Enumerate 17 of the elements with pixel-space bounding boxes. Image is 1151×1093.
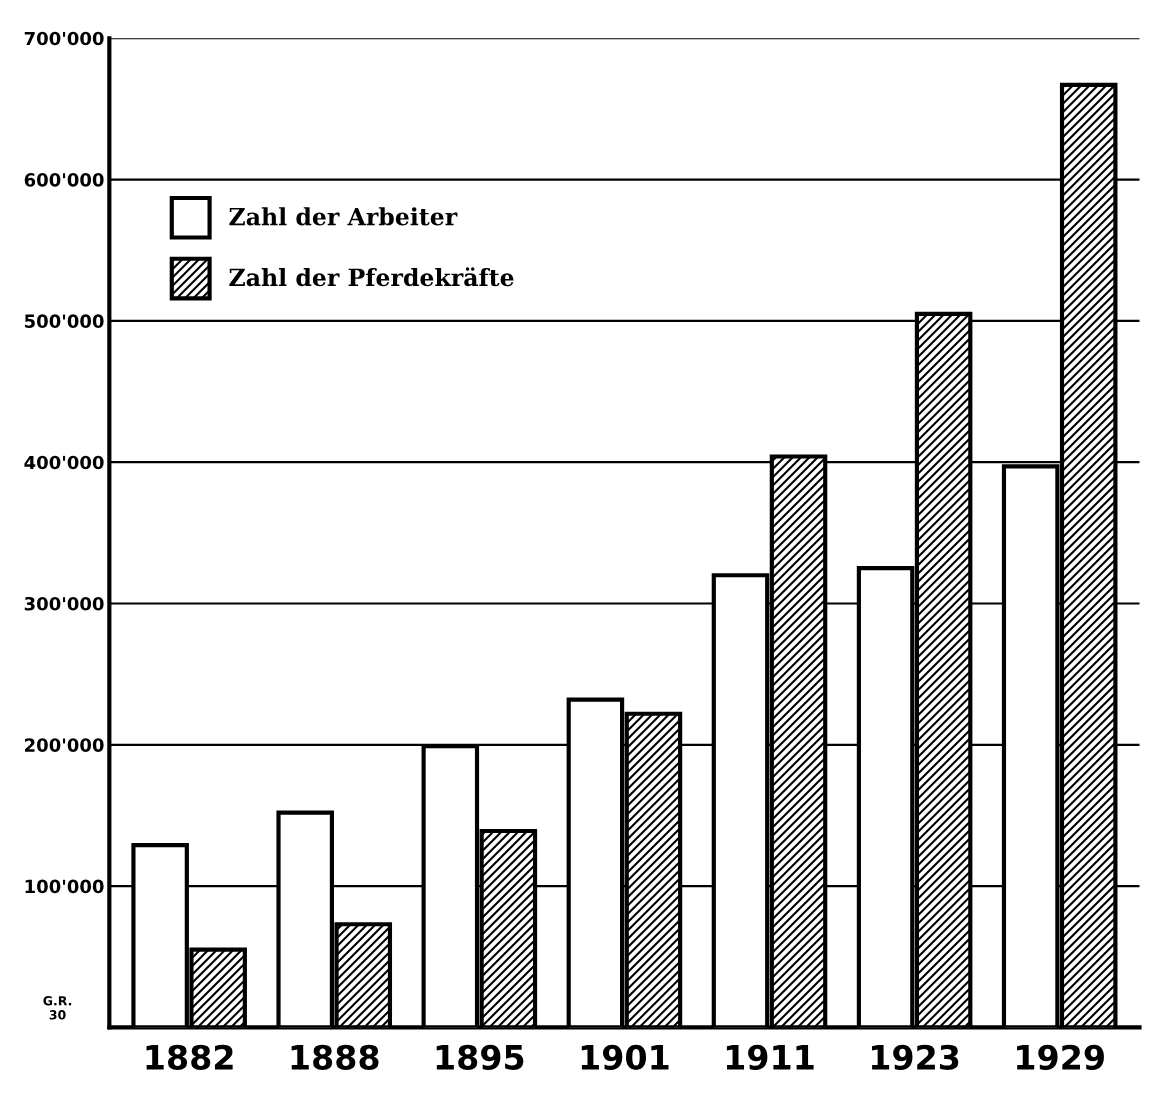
- x-tick-label: 1882: [146, 1044, 233, 1070]
- x-tick-label: 1929: [1017, 1044, 1104, 1070]
- y-tick-label: 300'000: [24, 596, 104, 611]
- y-tick-label: 400'000: [24, 455, 104, 470]
- legend-label: Zahl der Arbeiter: [229, 207, 458, 226]
- x-tick-label: 1888: [291, 1044, 379, 1070]
- x-tick-label: 1923: [871, 1044, 959, 1070]
- x-tick-label: 1901: [581, 1044, 669, 1070]
- x-tick-label: 1911: [726, 1044, 814, 1070]
- y-tick-label: 200'000: [25, 738, 104, 752]
- y-tick-label: 100'000: [25, 879, 104, 894]
- text: G.R. 30: [43, 996, 72, 1020]
- legend-label: Zahl der Pferdekräfte: [229, 267, 514, 287]
- y-tick-label: 600'000: [24, 173, 104, 187]
- y-tick-label: 700'000: [24, 31, 104, 46]
- y-tick-label: 500'000: [24, 314, 104, 328]
- x-tick-label: 1895: [436, 1044, 524, 1070]
